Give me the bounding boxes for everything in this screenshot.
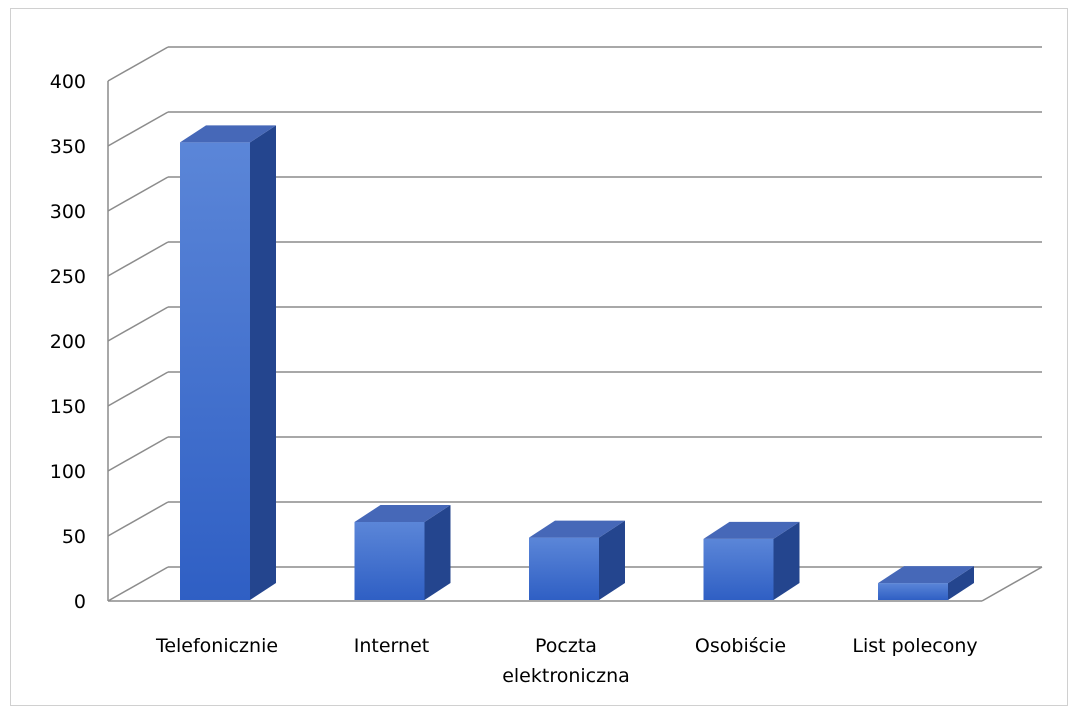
y-tick-label: 300 bbox=[50, 201, 86, 223]
bar bbox=[703, 521, 800, 600]
y-tick-label: 0 bbox=[74, 591, 86, 613]
floor-right-edge bbox=[981, 566, 1043, 602]
bar-front bbox=[180, 142, 250, 600]
bar-front bbox=[703, 538, 774, 600]
y-tick-label: 150 bbox=[50, 396, 86, 418]
side-wall-line bbox=[107, 241, 169, 277]
bar-side bbox=[773, 521, 800, 600]
bar bbox=[180, 125, 276, 601]
y-tick-label: 400 bbox=[50, 71, 86, 93]
bar-front bbox=[878, 583, 948, 600]
bar-top bbox=[703, 521, 800, 539]
side-wall-line bbox=[107, 46, 169, 82]
bars bbox=[180, 125, 974, 601]
side-wall-line bbox=[107, 111, 169, 147]
bar-side bbox=[948, 566, 974, 600]
bar-top bbox=[354, 505, 451, 522]
y-tick-label: 200 bbox=[50, 331, 86, 353]
bar-front bbox=[529, 537, 599, 600]
bar-side bbox=[599, 520, 625, 600]
bar-front bbox=[354, 522, 425, 600]
bar-top bbox=[180, 125, 276, 143]
y-axis-ticks: 0 50 100 150 200 250 300 350 400 bbox=[50, 71, 86, 613]
bar bbox=[878, 566, 974, 600]
y-tick-label: 100 bbox=[50, 461, 86, 483]
y-tick-label: 50 bbox=[62, 526, 86, 548]
gridlines bbox=[107, 46, 1043, 602]
x-axis-labels: Telefonicznie Internet Poczta elektroniczna… bbox=[155, 635, 978, 687]
bar-side bbox=[424, 505, 451, 600]
side-wall-line bbox=[107, 306, 169, 342]
side-wall-line bbox=[107, 566, 169, 602]
bar-side bbox=[250, 125, 276, 601]
x-tick-label: Internet bbox=[354, 635, 429, 657]
bar bbox=[529, 520, 625, 600]
bar-top bbox=[529, 520, 625, 538]
bar bbox=[354, 505, 451, 600]
y-tick-label: 350 bbox=[50, 136, 86, 158]
x-tick-label: Osobiście bbox=[695, 635, 786, 657]
side-wall-line bbox=[107, 501, 169, 537]
bar-top bbox=[878, 566, 974, 584]
side-wall-line bbox=[107, 371, 169, 407]
x-tick-label: List polecony bbox=[852, 635, 977, 657]
chart-frame bbox=[10, 8, 1068, 706]
x-tick-label: Telefonicznie bbox=[155, 635, 278, 657]
y-tick-label: 250 bbox=[50, 266, 86, 288]
x-tick-label: Poczta elektroniczna bbox=[502, 635, 630, 687]
side-wall-line bbox=[107, 436, 169, 472]
side-wall-line bbox=[107, 176, 169, 212]
